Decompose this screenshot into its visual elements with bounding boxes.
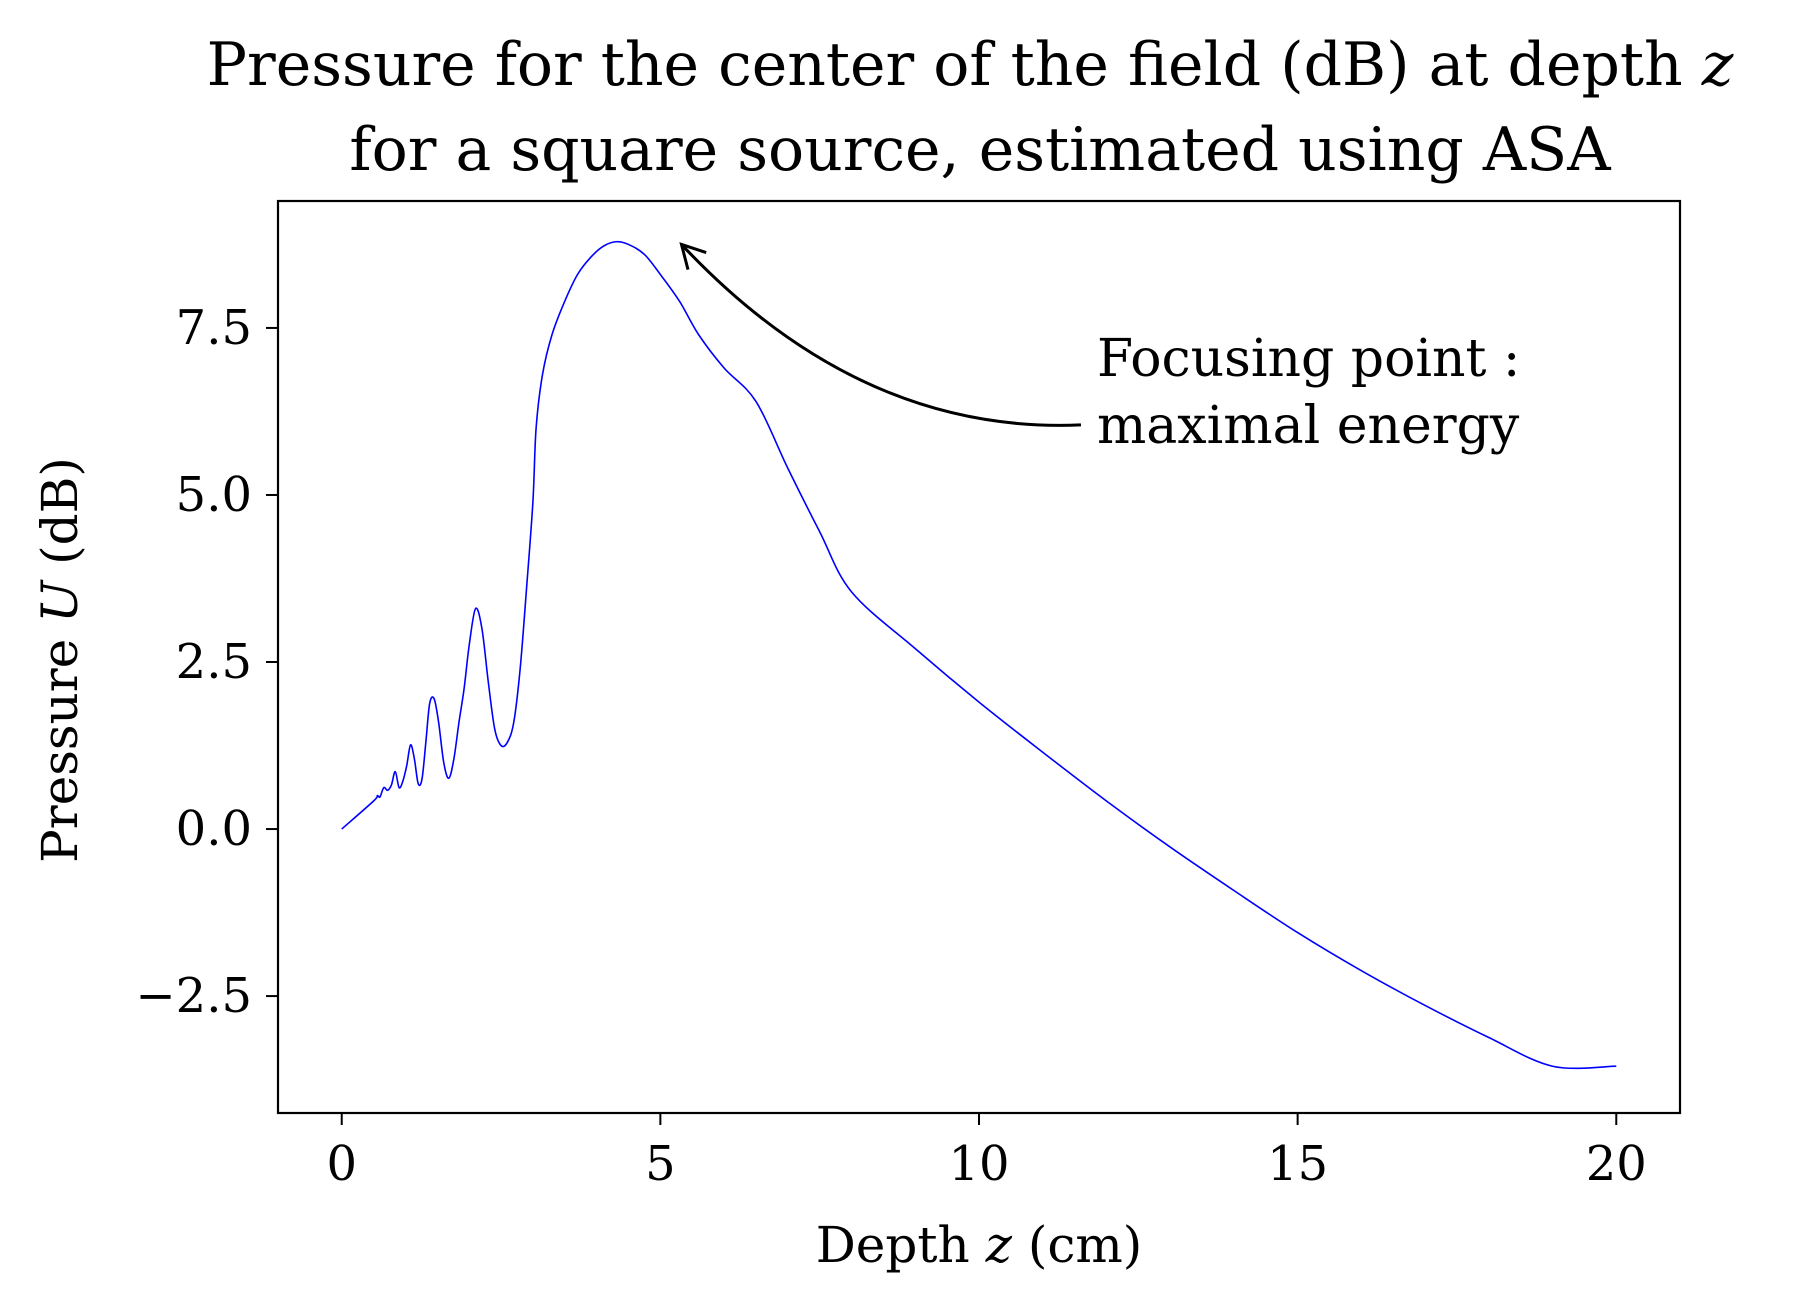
- annotation-arrow: [680, 243, 1082, 427]
- annotation-arrowhead: [679, 242, 707, 270]
- y-tick-label: 7.5: [176, 300, 252, 356]
- chart-title-line2: for a square source, estimated using ASA: [349, 115, 1611, 185]
- pressure-series-line: [341, 240, 1617, 1070]
- annotation-text-line2: maximal energy: [1097, 396, 1520, 456]
- y-axis-ticks: −2.5 0.0 2.5 5.0 7.5: [135, 300, 278, 1024]
- y-tick-label: −2.5: [135, 968, 252, 1024]
- chart-title-line1: Pressure for the center of the field (dB…: [207, 30, 1734, 100]
- x-tick-label: 10: [948, 1136, 1009, 1192]
- x-tick-label: 0: [326, 1136, 357, 1192]
- x-axis-label: Depth z (cm): [816, 1216, 1143, 1274]
- x-tick-label: 5: [645, 1136, 676, 1192]
- series-group: [341, 240, 1617, 1070]
- x-tick-label: 15: [1267, 1136, 1328, 1192]
- y-tick-label: 0.0: [176, 801, 252, 857]
- annotation-text-line1: Focusing point :: [1097, 329, 1520, 389]
- y-tick-label: 2.5: [176, 634, 252, 690]
- x-tick-label: 20: [1586, 1136, 1647, 1192]
- y-axis-label: Pressure U (dB): [31, 457, 89, 863]
- x-axis-ticks: 0 5 10 15 20: [326, 1113, 1647, 1192]
- y-tick-label: 5.0: [176, 467, 252, 523]
